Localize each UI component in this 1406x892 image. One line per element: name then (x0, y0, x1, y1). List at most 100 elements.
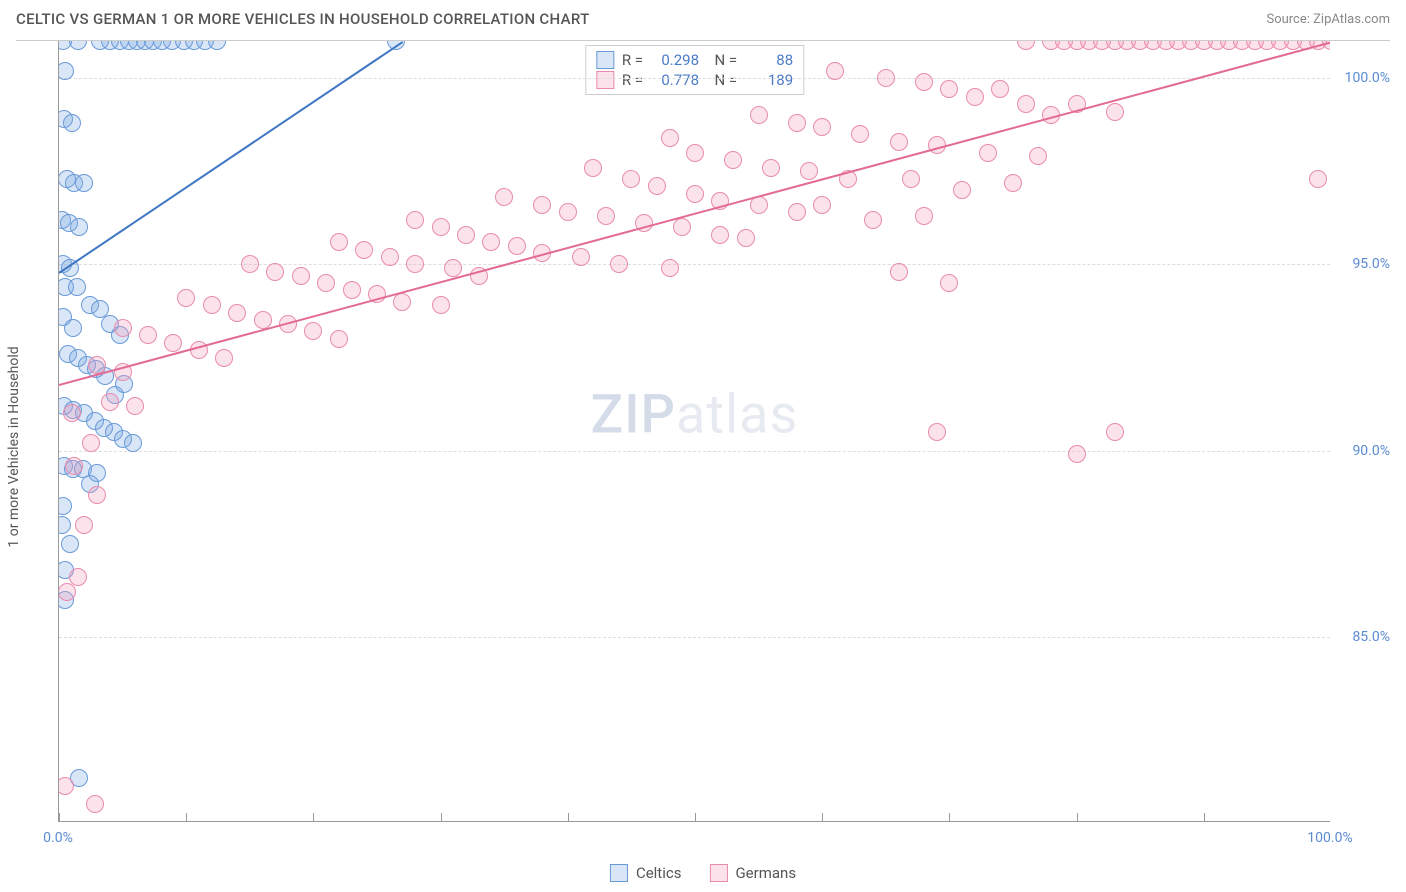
stats-row: R =0.778 N =189 (596, 70, 793, 90)
gridline (59, 451, 1330, 452)
data-point (124, 434, 142, 452)
data-point (241, 255, 259, 273)
stats-n-value: 88 (745, 51, 793, 69)
x-tick (59, 813, 60, 821)
x-tick (441, 813, 442, 821)
data-point (953, 181, 971, 199)
data-point (177, 289, 195, 307)
stats-r-label: R = (622, 51, 643, 69)
data-point (432, 296, 450, 314)
legend-label: Germans (735, 864, 796, 882)
data-point (622, 170, 640, 188)
stats-r-value: 0.298 (651, 51, 699, 69)
data-point (661, 129, 679, 147)
data-point (64, 319, 82, 337)
data-point (890, 263, 908, 281)
data-point (1309, 170, 1327, 188)
data-point (915, 73, 933, 91)
data-point (330, 233, 348, 251)
data-point (661, 259, 679, 277)
data-point (1106, 103, 1124, 121)
y-tick-label: 100.0% (1345, 70, 1390, 86)
series-legend: Celtics Germans (610, 864, 796, 882)
gridline (59, 637, 1330, 638)
data-point (648, 177, 666, 195)
data-point (673, 218, 691, 236)
data-point (559, 203, 577, 221)
x-tick (1077, 813, 1078, 821)
data-point (737, 229, 755, 247)
data-point (928, 423, 946, 441)
data-point (432, 218, 450, 236)
data-point (966, 88, 984, 106)
data-point (1017, 41, 1035, 50)
data-point (69, 41, 87, 50)
data-point (813, 196, 831, 214)
data-point (584, 159, 602, 177)
data-point (457, 226, 475, 244)
data-point (58, 497, 72, 515)
data-point (343, 281, 361, 299)
stats-n-value: 189 (745, 71, 793, 89)
x-tick-label: 100.0% (1307, 830, 1352, 846)
data-point (851, 125, 869, 143)
chart-title: CELTIC VS GERMAN 1 OR MORE VEHICLES IN H… (16, 10, 590, 28)
data-point (940, 274, 958, 292)
watermark-zip: ZIP (591, 384, 676, 447)
y-tick-label: 90.0% (1352, 443, 1390, 459)
stats-row: R = 0.298 N = 88 (596, 50, 793, 70)
data-point (126, 397, 144, 415)
data-point (61, 535, 79, 553)
data-point (215, 349, 233, 367)
data-point (788, 114, 806, 132)
data-point (393, 293, 411, 311)
data-point (991, 80, 1009, 98)
data-point (533, 196, 551, 214)
stats-legend: R = 0.298 N = 88R =0.778 N =189 (585, 45, 804, 95)
data-point (292, 267, 310, 285)
data-point (88, 464, 106, 482)
x-tick (568, 813, 569, 821)
data-point (58, 777, 74, 795)
data-point (58, 62, 74, 80)
legend-label: Celtics (636, 864, 682, 882)
chart-source: Source: ZipAtlas.com (1266, 12, 1390, 27)
data-point (228, 304, 246, 322)
data-point (86, 795, 104, 813)
data-point (355, 241, 373, 259)
data-point (330, 330, 348, 348)
data-point (63, 114, 81, 132)
watermark-atlas: atlas (676, 384, 798, 447)
legend-swatch (709, 864, 727, 882)
data-point (58, 516, 71, 534)
data-point (1017, 95, 1035, 113)
x-tick (1204, 813, 1205, 821)
data-point (444, 259, 462, 277)
data-point (139, 326, 157, 344)
data-point (877, 69, 895, 87)
y-tick-label: 95.0% (1352, 256, 1390, 272)
data-point (1106, 423, 1124, 441)
data-point (915, 207, 933, 225)
data-point (65, 457, 83, 475)
data-point (317, 274, 335, 292)
data-point (495, 188, 513, 206)
y-tick-label: 85.0% (1352, 629, 1390, 645)
chart-header: CELTIC VS GERMAN 1 OR MORE VEHICLES IN H… (0, 0, 1406, 36)
stats-r-label: R = (622, 71, 643, 89)
trend-line (58, 41, 403, 274)
data-point (266, 263, 284, 281)
legend-item: Germans (709, 864, 796, 882)
stats-n-label: N = (707, 51, 737, 69)
data-point (75, 174, 93, 192)
legend-item: Celtics (610, 864, 682, 882)
watermark: ZIPatlas (591, 384, 799, 447)
data-point (762, 159, 780, 177)
x-tick (822, 813, 823, 821)
x-tick-label: 0.0% (43, 830, 73, 846)
data-point (68, 278, 86, 296)
data-point (979, 144, 997, 162)
x-tick (695, 813, 696, 821)
data-point (406, 255, 424, 273)
data-point (70, 218, 88, 236)
